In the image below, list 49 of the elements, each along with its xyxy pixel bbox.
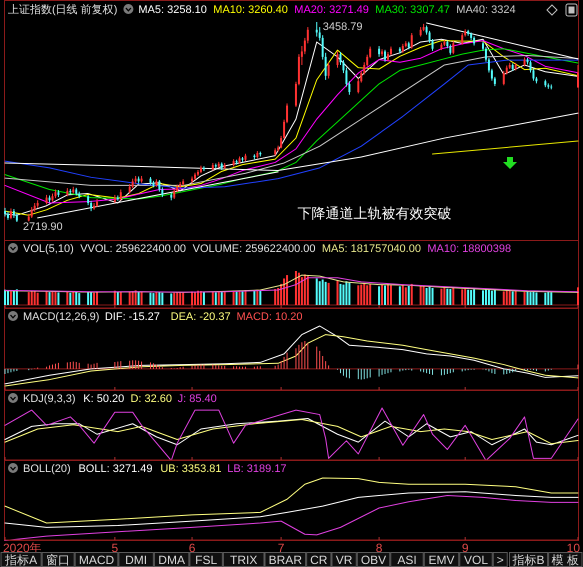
text: DIF: -15.27 — [104, 311, 160, 323]
text: FSL — [195, 553, 218, 567]
text: MA10: 3260.40 — [213, 4, 288, 16]
x-tick-label: 7 — [278, 541, 285, 555]
text: MA40: 3324 — [456, 4, 516, 16]
annotation: 3458.79 — [322, 21, 362, 33]
text: 窗口 — [46, 553, 70, 567]
x-tick-label: 9 — [462, 541, 469, 555]
text: OBV — [360, 553, 386, 567]
text: VOL — [464, 553, 488, 567]
text: BRAR — [268, 553, 302, 567]
text: 指标B — [512, 553, 545, 567]
text: VOLUME: 259622400.00 — [192, 243, 316, 255]
text: DMI — [125, 553, 148, 567]
chart-title: VOL(5,10) — [23, 243, 74, 255]
chart-title: BOLL(20) — [23, 463, 71, 475]
text: VVOL: 259622400.00 — [80, 243, 186, 255]
chart-title: MACD(12,26,9) — [23, 311, 100, 323]
text: > — [496, 553, 504, 567]
text: MA10: 18800398 — [427, 243, 512, 255]
text: 指标A — [4, 553, 38, 567]
chart-title: 上证指数(日线 前复权) — [8, 3, 118, 16]
series-label: MA5: 181757040.00 — [322, 243, 421, 255]
text: VR — [336, 553, 353, 567]
text: CR — [310, 553, 328, 567]
text: MA5: 3258.10 — [138, 4, 207, 16]
text: DMA — [158, 553, 185, 567]
annotation: 2719.90 — [22, 221, 63, 233]
text: 下降通道上轨被有效突破 — [297, 205, 452, 221]
x-tick-label: 5 — [112, 541, 119, 555]
text: MA20: 3271.49 — [294, 4, 369, 16]
text: TRIX — [230, 553, 258, 567]
text: 模 板 — [552, 553, 579, 567]
text: DEA: -20.37 — [170, 311, 231, 323]
text: LB: 3189.17 — [227, 463, 287, 475]
text: D: 32.60 — [130, 393, 172, 405]
x-tick-label: 10 — [566, 541, 580, 555]
text: ASI — [397, 553, 417, 567]
chart-title: KDJ(9,3,3) — [23, 393, 76, 405]
series-label: K: 50.20 — [83, 393, 124, 405]
series-label: MACD: 10.20 — [236, 311, 302, 323]
text: MA30: 3307.47 — [375, 4, 450, 16]
text: BOLL: 3271.49 — [78, 463, 152, 475]
x-tick-label: 6 — [188, 541, 196, 555]
text: MACD — [78, 553, 114, 567]
x-tick-label: 8 — [376, 541, 383, 555]
text: EMV — [428, 553, 455, 567]
series-label: J: 85.40 — [178, 393, 217, 405]
text: UB: 3353.81 — [160, 463, 222, 475]
